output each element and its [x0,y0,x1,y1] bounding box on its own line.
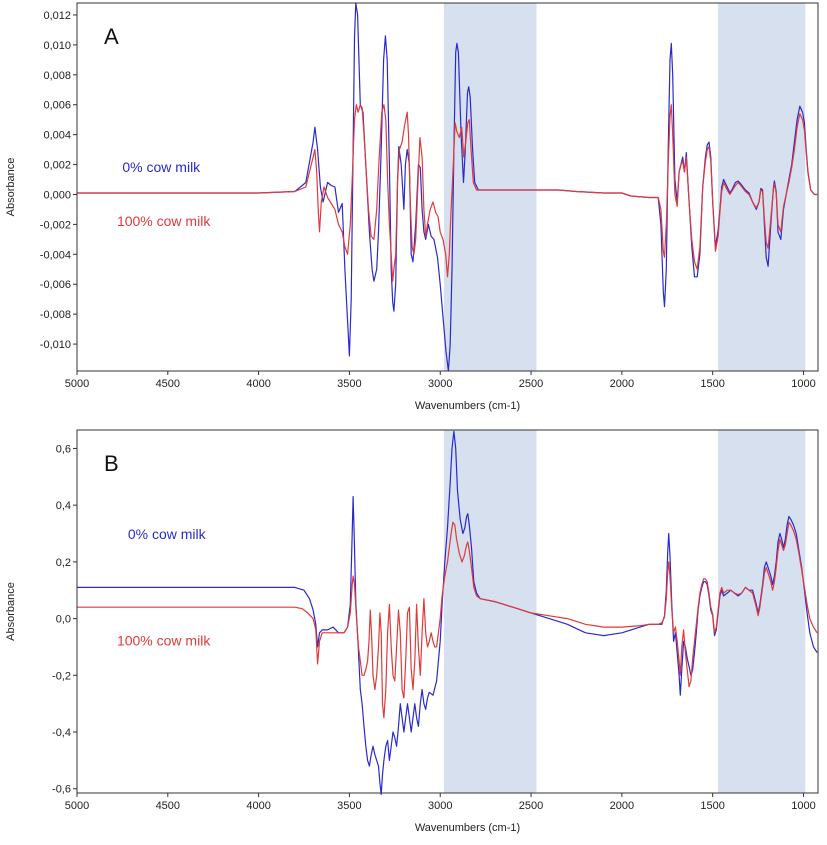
y-axis-label: Absorbance [5,582,17,641]
highlight-bands [443,430,806,793]
chart-panel-a: 5000 4500 4000 3500 3000 2500 2000 1500 1000 -0,… [5,2,819,412]
highlight-band [443,3,537,371]
x-tick-label: 2000 [610,800,634,812]
x-tick-label: 1500 [700,378,724,390]
x-tick-label: 2000 [610,378,634,390]
x-tick-label: 4500 [156,800,180,812]
series-line-100-percent [77,104,818,282]
y-tick-label: 0,008 [43,70,71,82]
y-tick-label: 0,002 [43,160,71,172]
chart-panel-b: 5000 4500 4000 3500 3000 2500 2000 1500 1000 -0,… [5,429,819,834]
x-tick-label: 3000 [428,378,452,390]
y-axis-label: Absorbance [5,158,17,217]
series-label-100-percent: 100% cow milk [117,633,211,649]
y-tick-label: 0,004 [43,130,71,142]
y-tick-label: 0,2 [56,557,71,569]
y-tick-label: 0,012 [43,10,71,22]
x-tick-label: 5000 [65,800,89,812]
y-tick-label: 0,0 [56,614,71,626]
y-axis-ticks: -0,6 -0,4 -0,2 0,0 0,2 0,4 0,6 [52,443,77,796]
y-tick-label: -0,008 [40,309,71,321]
y-tick-label: -0,006 [40,279,71,291]
x-tick-label: 2500 [519,800,543,812]
x-axis-ticks: 5000 4500 4000 3500 3000 2500 2000 1500 1000 [65,793,816,812]
series-label-100-percent: 100% cow milk [117,213,211,229]
plot-frame [76,2,819,372]
highlight-bands [443,3,806,371]
x-tick-label: 3500 [337,378,361,390]
x-tick-label: 4500 [156,378,180,390]
y-tick-label: -0,6 [52,784,71,796]
x-tick-label: 4000 [246,800,270,812]
x-tick-label: 1000 [791,800,815,812]
y-tick-label: 0,000 [43,189,71,201]
y-tick-label: -0,004 [40,249,71,261]
x-axis-label: Wavenumbers (cm-1) [415,822,520,834]
x-tick-label: 1000 [791,378,815,390]
x-tick-label: 2500 [519,378,543,390]
x-axis-label: Wavenumbers (cm-1) [415,400,520,412]
y-tick-label: -0,002 [40,219,71,231]
panel-label: A [104,24,119,49]
series-layer [77,2,818,372]
y-tick-label: 0,4 [56,500,71,512]
y-tick-label: 0,006 [43,100,71,112]
y-axis-ticks: -0,010 -0,008 -0,006 -0,004 -0,002 0,000 0,002… [40,10,77,351]
y-tick-label: -0,2 [52,670,71,682]
x-tick-label: 3000 [428,800,452,812]
x-tick-label: 3500 [337,800,361,812]
highlight-band [718,430,806,793]
panel-label: B [104,451,119,476]
plot-frame [76,429,819,794]
y-tick-label: -0,4 [52,727,71,739]
x-tick-label: 4000 [246,378,270,390]
x-tick-label: 5000 [65,378,89,390]
series-layer [77,430,818,795]
y-tick-label: 0,6 [56,443,71,455]
series-label-0-percent: 0% cow milk [122,159,201,175]
x-axis-ticks: 5000 4500 4000 3500 3000 2500 2000 1500 1000 [65,371,816,390]
highlight-band [718,3,806,371]
y-tick-label: -0,010 [40,339,71,351]
y-tick-label: 0,010 [43,40,71,52]
series-line-100-percent [77,521,818,719]
series-label-0-percent: 0% cow milk [128,526,207,542]
x-tick-label: 1500 [700,800,724,812]
highlight-band [443,430,537,793]
